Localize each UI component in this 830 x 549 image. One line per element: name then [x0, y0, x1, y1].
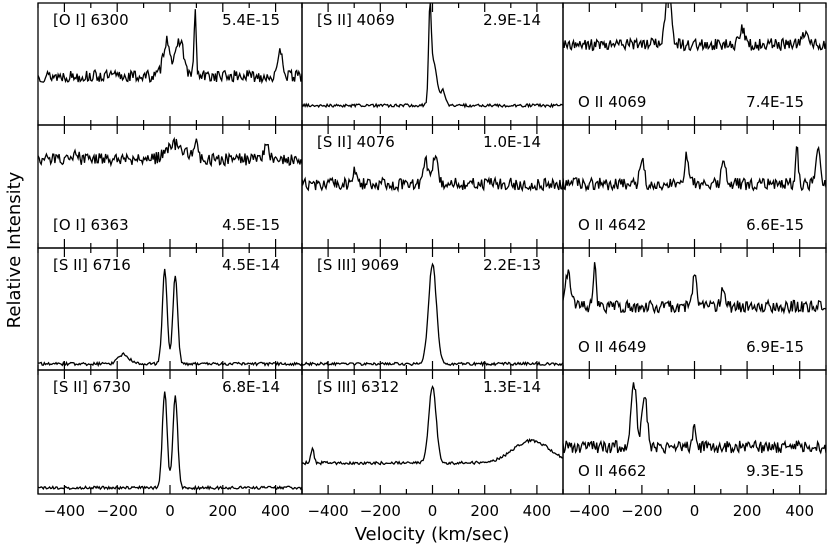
- spectrum-panel: [S III] 9069 2.2E-13: [301, 247, 564, 371]
- line-id-label: [S II] 6730: [53, 378, 131, 396]
- line-id-label: [O I] 6300: [53, 11, 129, 29]
- y-axis-title: Relative Intensity: [4, 171, 25, 328]
- spectrum-line: [302, 154, 563, 193]
- line-id-label: [S III] 6312: [317, 378, 399, 396]
- x-tick-label: 400: [523, 502, 552, 520]
- spectrum-panel: [O I] 6363 4.5E-15: [37, 124, 303, 249]
- line-id-label: [S II] 4069: [317, 11, 395, 29]
- x-tick-label: −400: [44, 502, 85, 520]
- x-tick-label: 0: [165, 502, 175, 520]
- spectrum-panel: [S II] 4076 1.0E-14: [301, 124, 564, 249]
- x-tick-label: −400: [569, 502, 610, 520]
- spectrum-panel: O II 4662 9.3E-15: [562, 369, 827, 495]
- x-tick-labels: −400 −200 0 200 400 −400 −200 0 200 400 −400 −200 0 2…: [44, 502, 814, 520]
- x-tick-label: −200: [621, 502, 662, 520]
- x-tick-label: 200: [733, 502, 762, 520]
- line-id-label: O II 4642: [578, 216, 646, 234]
- line-flux-label: 2.2E-13: [483, 256, 541, 274]
- line-flux-label: 9.3E-15: [746, 462, 804, 480]
- x-tick-label: 0: [690, 502, 700, 520]
- spectrum-line: [38, 391, 302, 491]
- line-id-label: O II 4662: [578, 462, 646, 480]
- spectrum-line: [302, 3, 563, 109]
- x-tick-label: 0: [428, 502, 438, 520]
- x-tick-label: 400: [261, 502, 290, 520]
- x-tick-label: −200: [360, 502, 401, 520]
- line-flux-label: 5.4E-15: [222, 11, 280, 29]
- x-tick-label: 200: [208, 502, 237, 520]
- spectrum-line: [302, 262, 563, 368]
- spectrum-panel: O II 4642 6.6E-15: [562, 124, 827, 249]
- line-flux-label: 2.9E-14: [483, 11, 541, 29]
- spectrum-line: [38, 136, 302, 168]
- spectrum-panel: O II 4649 6.9E-15: [562, 247, 827, 371]
- spectrum-panel: [O I] 6300 5.4E-15: [37, 2, 303, 126]
- spectrum-line: [563, 3, 826, 52]
- line-flux-label: 1.0E-14: [483, 133, 541, 151]
- spectrum-line: [563, 262, 826, 315]
- spectrum-line: [38, 9, 302, 85]
- line-flux-label: 6.8E-14: [222, 378, 280, 396]
- panels-layer: [O I] 6300 5.4E-15 [O I] 6363 4.5E-15 [S II]…: [37, 2, 827, 495]
- spectrum-panel: [S II] 4069 2.9E-14: [301, 2, 564, 126]
- line-flux-label: 4.5E-15: [222, 216, 280, 234]
- spectrum-panel: [S II] 6730 6.8E-14: [37, 369, 303, 495]
- spectrum-line: [302, 384, 563, 466]
- line-id-label: O II 4649: [578, 338, 646, 356]
- line-id-label: [O I] 6363: [53, 216, 129, 234]
- x-tick-label: 400: [785, 502, 814, 520]
- line-id-label: O II 4069: [578, 93, 646, 111]
- spectrum-line: [563, 382, 826, 455]
- line-flux-label: 6.6E-15: [746, 216, 804, 234]
- x-tick-label: −400: [307, 502, 348, 520]
- x-tick-label: −200: [97, 502, 138, 520]
- spectrum-panel: [S II] 6716 4.5E-14: [37, 247, 303, 371]
- spectrum-line: [38, 268, 302, 368]
- line-id-label: [S II] 6716: [53, 256, 131, 274]
- line-flux-label: 1.3E-14: [483, 378, 541, 396]
- line-id-label: [S II] 4076: [317, 133, 395, 151]
- line-flux-label: 6.9E-15: [746, 338, 804, 356]
- spectrum-line: [563, 145, 826, 193]
- x-tick-label: 200: [470, 502, 499, 520]
- x-axis-title: Velocity (km/sec): [355, 524, 510, 545]
- line-flux-label: 4.5E-14: [222, 256, 280, 274]
- line-flux-label: 7.4E-15: [746, 93, 804, 111]
- spectrum-panel: O II 4069 7.4E-15: [562, 2, 827, 126]
- line-id-label: [S III] 9069: [317, 256, 399, 274]
- spectrum-panel: [S III] 6312 1.3E-14: [301, 369, 564, 495]
